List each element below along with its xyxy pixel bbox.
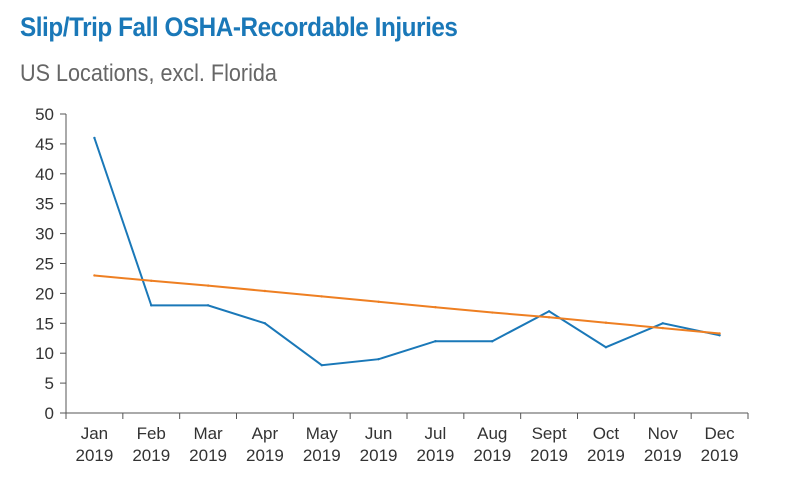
y-tick-label: 40	[35, 165, 54, 184]
y-tick-label: 10	[35, 344, 54, 363]
data-point-injuries	[434, 340, 437, 343]
y-tick-label: 45	[35, 135, 54, 154]
x-tick-label-year: 2019	[587, 446, 625, 465]
data-point-trend	[320, 295, 323, 298]
data-point-trend	[263, 289, 267, 293]
data-point-injuries	[150, 304, 153, 307]
x-tick-label-month: Mar	[193, 424, 223, 443]
x-tick-label-month: Jan	[81, 424, 108, 443]
x-tick-label-year: 2019	[246, 446, 284, 465]
data-point-injuries	[718, 334, 721, 337]
data-point-trend	[718, 332, 721, 335]
x-tick-label-month: Jul	[425, 424, 447, 443]
data-point-injuries	[320, 363, 323, 367]
x-tick-label-year: 2019	[76, 446, 114, 465]
y-tick-label: 0	[45, 404, 54, 423]
x-tick-label-month: Oct	[593, 424, 620, 443]
x-tick-label-month: May	[306, 424, 339, 443]
x-tick-label-month: Sept	[532, 424, 567, 443]
data-point-injuries	[263, 322, 267, 325]
data-point-trend	[604, 321, 608, 324]
data-point-trend	[434, 305, 437, 309]
x-tick-label-year: 2019	[417, 446, 455, 465]
data-point-injuries	[93, 136, 96, 140]
x-tick-label-year: 2019	[303, 446, 341, 465]
x-tick-label-year: 2019	[473, 446, 511, 465]
data-point-trend	[150, 279, 153, 283]
x-tick-label-year: 2019	[360, 446, 398, 465]
data-point-trend	[661, 326, 664, 330]
y-tick-label: 35	[35, 195, 54, 214]
data-point-trend	[491, 311, 494, 314]
y-tick-label: 5	[45, 374, 54, 393]
x-tick-label-month: Feb	[137, 424, 166, 443]
x-tick-label-year: 2019	[644, 446, 682, 465]
x-tick-label-year: 2019	[530, 446, 568, 465]
data-point-trend	[206, 284, 210, 287]
data-point-injuries	[604, 346, 608, 349]
x-tick-label-month: Jun	[365, 424, 392, 443]
series-line-trend	[94, 274, 720, 335]
y-tick-label: 20	[35, 284, 54, 303]
x-tick-label-month: Dec	[704, 424, 735, 443]
data-point-injuries	[377, 357, 380, 361]
chart-title: Slip/Trip Fall OSHA-Recordable Injuries	[20, 12, 458, 42]
x-tick-label-month: Aug	[477, 424, 507, 443]
data-point-trend	[93, 274, 96, 277]
chart-subtitle: US Locations, excl. Florida	[20, 60, 277, 87]
data-point-injuries	[491, 340, 494, 343]
data-point-trend	[547, 316, 551, 319]
data-point-injuries	[547, 310, 551, 313]
x-tick-label-year: 2019	[189, 446, 227, 465]
x-tick-label-month: Apr	[252, 424, 279, 443]
x-tick-label-year: 2019	[701, 446, 739, 465]
data-point-injuries	[661, 322, 664, 325]
y-tick-label: 50	[35, 105, 54, 124]
data-point-trend	[377, 300, 380, 303]
x-tick-label-year: 2019	[132, 446, 170, 465]
y-tick-label: 25	[35, 255, 54, 274]
series-line-injuries	[93, 137, 720, 367]
data-point-injuries	[206, 304, 210, 307]
x-tick-label-month: Nov	[648, 424, 679, 443]
y-tick-label: 15	[35, 314, 54, 333]
y-tick-label: 30	[35, 225, 54, 244]
